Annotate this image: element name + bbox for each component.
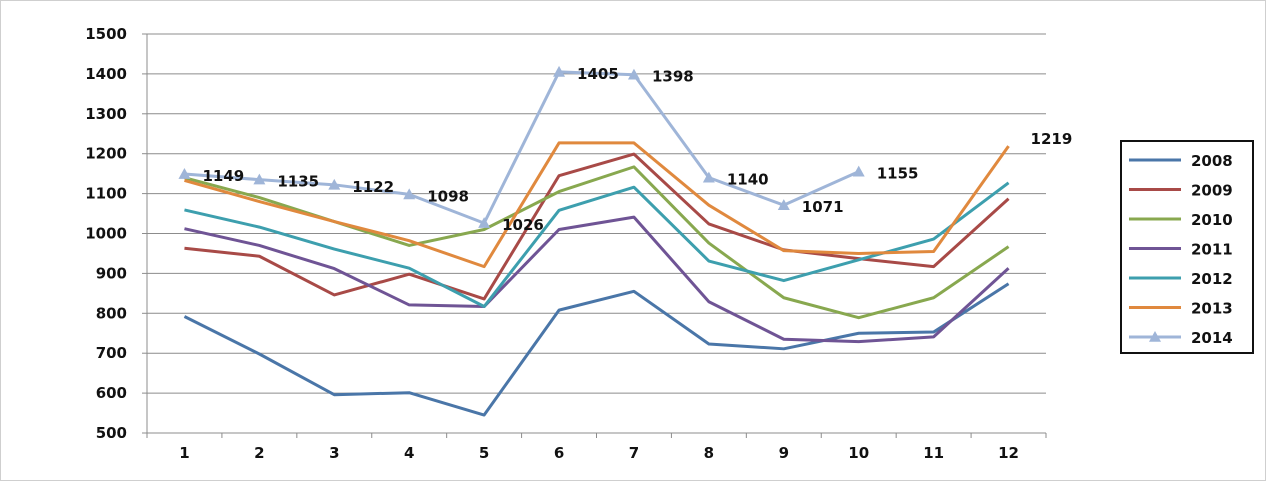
legend-label-2014: 2014 bbox=[1191, 329, 1233, 347]
data-label-2013-12: 1219 bbox=[1031, 130, 1073, 148]
x-tick-label-11: 11 bbox=[923, 444, 944, 462]
series-line-2009 bbox=[184, 152, 1010, 301]
y-tick-label-1000: 1000 bbox=[85, 225, 127, 243]
y-tick-label-1200: 1200 bbox=[85, 145, 127, 163]
legend-label-2013: 2013 bbox=[1191, 300, 1233, 318]
data-label-2014-3: 1122 bbox=[352, 178, 394, 196]
data-label-2014-6: 1405 bbox=[577, 65, 619, 83]
y-tick-label-900: 900 bbox=[96, 264, 127, 282]
series-lines bbox=[178, 65, 1010, 417]
y-tick-label-800: 800 bbox=[96, 304, 127, 322]
x-tick-label-10: 10 bbox=[848, 444, 869, 462]
grid-lines bbox=[147, 33, 1046, 434]
marker-2014-6 bbox=[553, 65, 566, 77]
data-label-2014-5: 1026 bbox=[502, 216, 544, 234]
x-tick-label-2: 2 bbox=[254, 444, 264, 462]
y-tick-label-700: 700 bbox=[96, 344, 127, 362]
legend: 2008 2009 2010 2011 2012 2013 2014 bbox=[1120, 140, 1254, 354]
series-line-2013 bbox=[184, 141, 1010, 269]
data-label-2014-7: 1398 bbox=[652, 68, 694, 86]
x-tick-label-5: 5 bbox=[479, 444, 489, 462]
series-line-2012 bbox=[184, 181, 1010, 309]
x-tick-label-3: 3 bbox=[329, 444, 339, 462]
marker-2014-4 bbox=[403, 188, 416, 200]
series-line-2008 bbox=[183, 282, 1010, 417]
legend-label-2012: 2012 bbox=[1191, 270, 1233, 288]
y-tick-label-600: 600 bbox=[96, 384, 127, 402]
x-tick-label-12: 12 bbox=[998, 444, 1019, 462]
marker-2014-7 bbox=[627, 68, 640, 80]
data-label-2014-10: 1155 bbox=[877, 165, 919, 183]
legend-label-2009: 2009 bbox=[1191, 182, 1233, 200]
x-tick-label-8: 8 bbox=[704, 444, 714, 462]
marker-2014-3 bbox=[328, 178, 341, 190]
marker-2014-5 bbox=[478, 217, 491, 228]
data-label-2014-9: 1071 bbox=[802, 198, 844, 216]
marker-2014-9 bbox=[777, 199, 790, 210]
x-tick-label-1: 1 bbox=[179, 444, 189, 462]
y-tick-label-1100: 1100 bbox=[85, 185, 127, 203]
marker-2014-1 bbox=[178, 168, 191, 179]
legend-marker-2014 bbox=[1149, 331, 1161, 342]
x-tick-label-9: 9 bbox=[779, 444, 789, 462]
legend-label-2010: 2010 bbox=[1191, 211, 1233, 229]
y-tick-label-500: 500 bbox=[96, 424, 127, 442]
y-tick-label-1400: 1400 bbox=[85, 65, 127, 83]
series-line-2011 bbox=[184, 215, 1010, 344]
legend-label-2011: 2011 bbox=[1191, 241, 1233, 259]
y-tick-label-1300: 1300 bbox=[85, 105, 127, 123]
data-label-2014-2: 1135 bbox=[277, 173, 319, 191]
y-tick-label-1500: 1500 bbox=[85, 25, 127, 43]
axes: 500 600 700 800 900 1000 1100 1200 1300 1400 1500 1… bbox=[85, 25, 1047, 462]
x-tick-label-7: 7 bbox=[629, 444, 639, 462]
legend-label-2008: 2008 bbox=[1191, 152, 1233, 170]
marker-2014-2 bbox=[253, 173, 266, 185]
data-labels: 1149 1135 1122 1098 1026 1405 1398 1140 1071 1155… bbox=[202, 65, 1072, 234]
data-label-2014-1: 1149 bbox=[202, 167, 244, 185]
x-tick-label-4: 4 bbox=[404, 444, 414, 462]
data-label-2014-4: 1098 bbox=[427, 187, 469, 205]
x-tick-label-6: 6 bbox=[554, 444, 564, 462]
marker-2014-8 bbox=[702, 171, 715, 183]
data-label-2014-8: 1140 bbox=[727, 171, 769, 189]
series-line-2014 bbox=[184, 70, 860, 225]
marker-2014-10 bbox=[852, 165, 865, 177]
